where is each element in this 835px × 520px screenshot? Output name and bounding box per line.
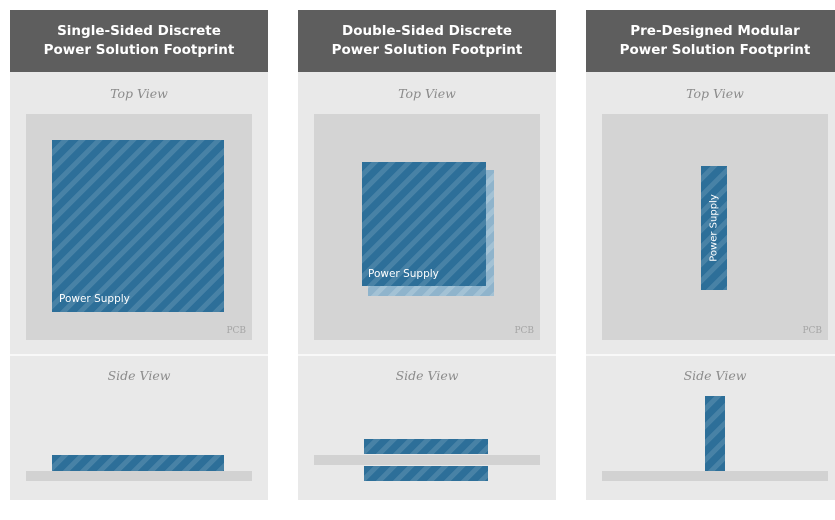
pcb-board-side (602, 471, 828, 481)
power-supply-side (52, 455, 224, 471)
top-view-label: Top View (110, 86, 168, 101)
power-supply-label: Power Supply (59, 293, 130, 305)
side-view-label: Side View (107, 368, 171, 383)
view-divider (298, 354, 556, 356)
pcb-board-top: Power Supply PCB (314, 114, 540, 340)
panel-header: Double-Sided Discrete Power Solution Foo… (298, 10, 556, 72)
panel-title-line2: Power Solution Footprint (43, 42, 235, 58)
panel-title-line2: Power Solution Footprint (331, 42, 523, 58)
panel-modular: Pre-Designed Modular Power Solution Foot… (586, 10, 835, 500)
power-supply-block: Power Supply (701, 166, 727, 290)
pcb-label: PCB (802, 326, 822, 336)
panel-double-sided: Double-Sided Discrete Power Solution Foo… (298, 10, 556, 500)
power-supply-block: Power Supply (362, 162, 486, 286)
panel-title-line1: Pre-Designed Modular (630, 23, 800, 39)
power-supply-side-bottom (364, 466, 488, 481)
pcb-label: PCB (226, 326, 246, 336)
top-view-label: Top View (686, 86, 744, 101)
power-supply-block: Power Supply (52, 140, 224, 312)
power-supply-label: Power Supply (708, 194, 720, 262)
top-view-label: Top View (398, 86, 456, 101)
side-view-label: Side View (683, 368, 747, 383)
side-view-label: Side View (395, 368, 459, 383)
view-divider (10, 354, 268, 356)
panel-title-line2: Power Solution Footprint (619, 42, 811, 58)
pcb-board-top: Power Supply PCB (26, 114, 252, 340)
pcb-board-top: Power Supply PCB (602, 114, 828, 340)
panel-title-line1: Double-Sided Discrete (342, 23, 512, 39)
pcb-board-side (314, 455, 540, 465)
panel-single-sided: Single-Sided Discrete Power Solution Foo… (10, 10, 268, 500)
power-supply-side (705, 396, 725, 471)
panel-header: Single-Sided Discrete Power Solution Foo… (10, 10, 268, 72)
power-supply-label: Power Supply (368, 268, 439, 280)
power-supply-side-top (364, 439, 488, 454)
pcb-label: PCB (514, 326, 534, 336)
panel-title-line1: Single-Sided Discrete (57, 23, 221, 39)
view-divider (586, 354, 835, 356)
pcb-board-side (26, 471, 252, 481)
panel-header: Pre-Designed Modular Power Solution Foot… (586, 10, 835, 72)
